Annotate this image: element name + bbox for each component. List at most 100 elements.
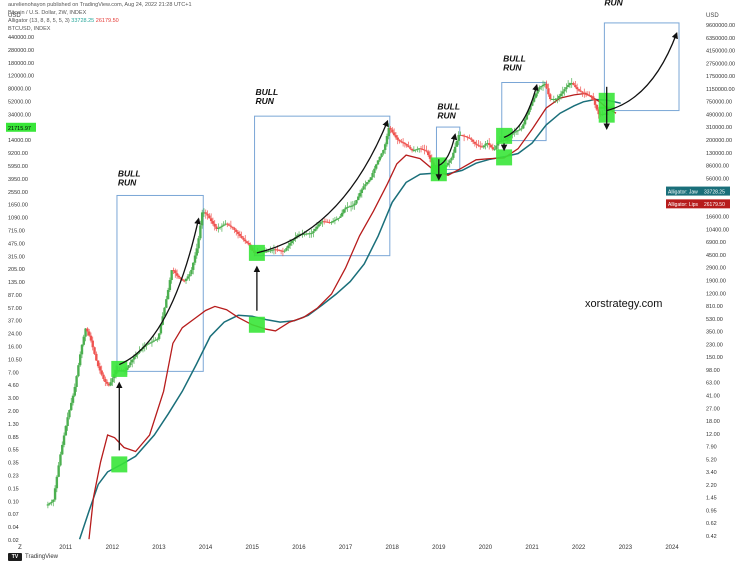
candle-down <box>235 229 238 232</box>
candle-down <box>215 226 218 229</box>
candle-down <box>466 136 469 138</box>
candle-up <box>157 333 161 339</box>
candle-up <box>305 233 308 235</box>
candle-up <box>217 227 220 229</box>
candle-down <box>324 221 328 223</box>
right-tick-label: 98.00 <box>706 368 720 374</box>
right-tick-label: 2900.00 <box>706 266 726 272</box>
candle-up <box>202 212 206 214</box>
bull-run-labels: BULLRUNBULLRUNBULLRUNBULLRUNBULLRUN <box>118 0 624 187</box>
candle-down <box>104 378 107 382</box>
candle-down <box>588 95 591 97</box>
right-tick-label: 1150000.00 <box>706 87 735 93</box>
candle-down <box>179 277 182 279</box>
candle-up <box>522 124 525 129</box>
candle-down <box>396 137 399 140</box>
x-tick-label: 2015 <box>246 545 260 551</box>
indicator-signal-square <box>111 456 128 473</box>
candle-down <box>279 250 283 252</box>
left-tick-label: 205.00 <box>8 267 25 273</box>
candle-down <box>491 147 494 150</box>
candle-down <box>181 278 184 281</box>
candle-up <box>272 249 276 251</box>
candle-up <box>550 99 554 101</box>
left-tick-label: 440000.00 <box>8 35 34 41</box>
candle-down <box>209 218 213 222</box>
right-axis: 9600000.00 6350000.00 4150000.00 2750000.00… <box>666 23 735 540</box>
candle-down <box>427 151 430 156</box>
candle-down <box>468 137 471 139</box>
candle-up <box>382 150 385 154</box>
tradingview-logo[interactable]: TV TradingView <box>8 553 58 561</box>
candle-down <box>245 241 249 243</box>
candle-up <box>188 274 191 277</box>
candle-up <box>310 233 313 235</box>
candle-up <box>360 189 364 193</box>
candle-down <box>595 104 599 110</box>
candle-up <box>514 131 518 133</box>
candle-up <box>75 376 78 387</box>
candle-down <box>278 249 281 251</box>
right-tick-label: 5.20 <box>706 457 717 463</box>
candle-up <box>285 248 288 251</box>
candle-up <box>371 173 374 178</box>
price-signal-square <box>496 127 513 144</box>
candle-down <box>107 383 111 386</box>
candle-up <box>270 249 274 251</box>
candle-up <box>380 153 383 157</box>
candle-up <box>414 149 417 151</box>
candle-up <box>482 145 486 148</box>
candle-down <box>579 90 582 92</box>
candle-up <box>190 269 193 275</box>
candle-down <box>211 221 215 224</box>
candle-up <box>159 324 163 334</box>
candle-down <box>586 94 590 96</box>
candle-up <box>511 133 514 135</box>
x-tick-label: 2016 <box>292 545 306 551</box>
candle-down <box>322 221 326 223</box>
candle-up <box>287 245 290 249</box>
right-tick-label: 9600000.00 <box>706 23 735 29</box>
left-tick-label: 10.50 <box>8 357 22 363</box>
candle-up <box>374 164 378 169</box>
candle-up <box>340 212 344 217</box>
candle-up <box>412 150 416 152</box>
candle-down <box>593 100 597 105</box>
candle-up <box>82 336 85 345</box>
candle-up <box>532 97 536 102</box>
candle-up <box>265 251 268 253</box>
candle-down <box>425 150 428 152</box>
candle-up <box>68 410 71 418</box>
candle-up <box>369 177 373 181</box>
indicator-signal-square <box>496 149 513 166</box>
candle-up <box>383 144 387 151</box>
left-tick-label: 4.60 <box>8 383 19 389</box>
x-tick-label: 2020 <box>479 545 493 551</box>
candle-up <box>534 93 538 98</box>
candle-down <box>86 328 89 332</box>
candle-up <box>337 217 340 219</box>
candle-up <box>559 93 563 97</box>
candle-up <box>387 127 390 137</box>
candle-down <box>473 141 477 144</box>
last-price-tag: 21715.97 <box>8 126 31 132</box>
candle-up <box>385 136 389 145</box>
left-tick-label: 0.15 <box>8 486 19 492</box>
left-tick-label: 475.00 <box>8 241 25 247</box>
tradingview-label: TradingView <box>25 554 59 560</box>
candle-up <box>156 338 159 340</box>
candle-up <box>62 435 66 445</box>
candle-up <box>351 205 355 207</box>
candle-up <box>357 196 360 201</box>
candle-up <box>450 157 453 161</box>
left-tick-label: 0.04 <box>8 525 19 531</box>
candle-down <box>183 280 186 282</box>
x-tick-label: 2024 <box>665 545 679 551</box>
x-tick-label: 2018 <box>385 545 399 551</box>
candle-up <box>342 209 346 213</box>
candle-down <box>572 83 575 86</box>
candle-up <box>344 207 347 210</box>
candle-down <box>172 270 175 272</box>
bull-run-label: RUN <box>503 62 522 72</box>
left-tick-label: 0.23 <box>8 474 19 480</box>
